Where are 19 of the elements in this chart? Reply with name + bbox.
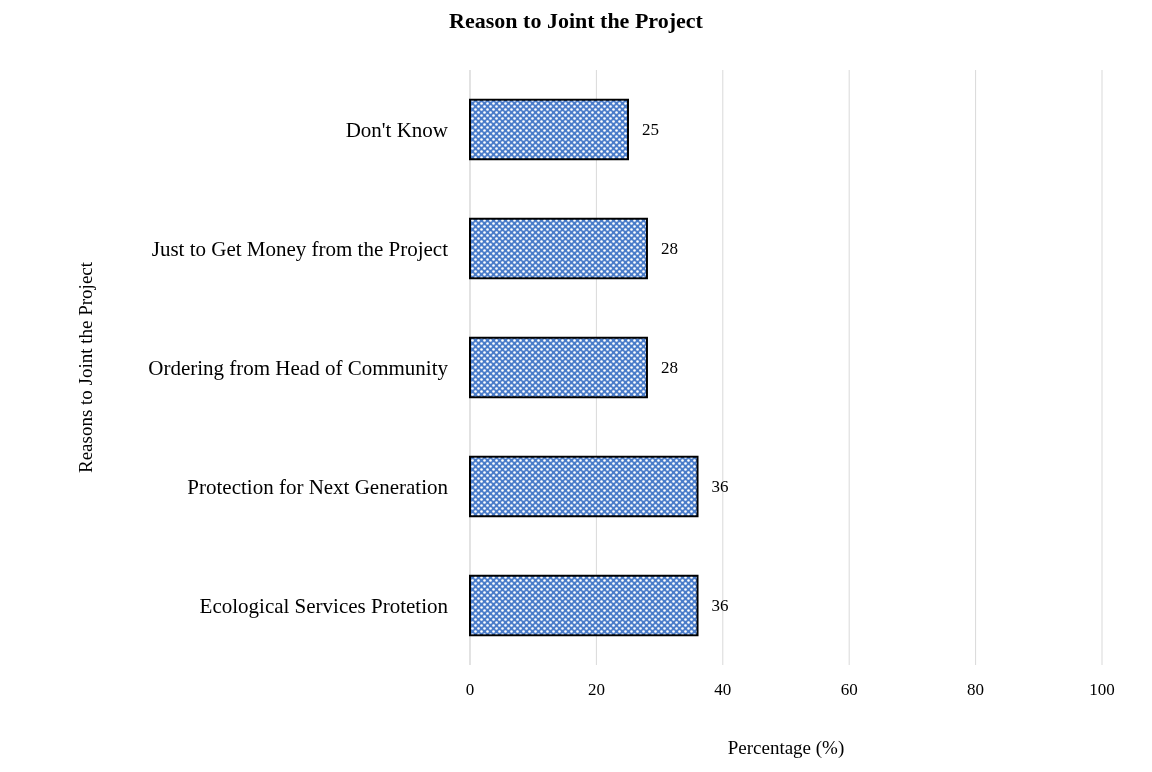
data-label: 36 — [711, 596, 729, 615]
y-tick-label: Ordering from Head of Community — [148, 355, 449, 380]
x-tick-label: 20 — [587, 680, 605, 699]
y-axis-title: Reasons to Joint the Project — [75, 261, 97, 474]
y-tick-label: Protection for Next Generation — [187, 474, 449, 499]
x-tick-label: 100 — [1089, 680, 1115, 699]
chart-title: Reason to Joint the Project — [449, 8, 704, 33]
data-label: 28 — [660, 239, 678, 258]
x-tick-label: 80 — [967, 680, 985, 699]
data-label: 36 — [711, 477, 729, 496]
y-tick-label: Just to Get Money from the Project — [151, 236, 449, 261]
data-label: 28 — [660, 358, 678, 377]
x-axis-title: Percentage (%) — [727, 737, 845, 759]
x-tick-label: 0 — [465, 680, 475, 699]
x-tick-label: 40 — [714, 680, 732, 699]
x-tick-label: 60 — [840, 680, 858, 699]
data-label: 25 — [642, 120, 659, 139]
y-tick-label: Don't Know — [345, 117, 449, 142]
y-tick-label: Ecological Services Protetion — [199, 593, 449, 618]
